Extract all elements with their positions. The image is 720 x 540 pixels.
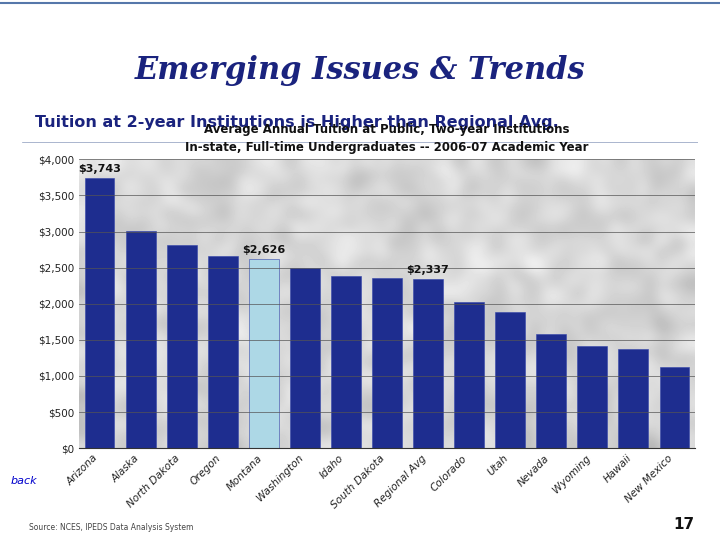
Bar (536, 334, 566, 448)
Bar (454, 302, 484, 448)
Bar (126, 231, 156, 448)
Bar (331, 276, 361, 448)
Bar (618, 349, 648, 448)
Title: Average Annual Tuition at Public, Two-year Institutions
In-state, Full-time Unde: Average Annual Tuition at Public, Two-ye… (185, 123, 589, 154)
Bar (577, 346, 607, 448)
Bar (249, 259, 279, 448)
Text: 17: 17 (674, 517, 695, 532)
Text: back: back (11, 476, 37, 486)
Bar (372, 278, 402, 448)
Text: MONTANA UNIVERSITY SYSTEM: MONTANA UNIVERSITY SYSTEM (202, 15, 461, 30)
Bar (208, 256, 238, 448)
Text: $2,626: $2,626 (242, 245, 286, 254)
Bar (167, 245, 197, 448)
Text: Emerging Issues & Trends: Emerging Issues & Trends (135, 55, 585, 86)
Text: $3,743: $3,743 (78, 164, 121, 174)
Bar (495, 313, 525, 448)
Text: $2,337: $2,337 (407, 266, 449, 275)
Bar (85, 178, 114, 448)
Text: Tuition at 2-year Institutions is Higher than Regional Avg.: Tuition at 2-year Institutions is Higher… (35, 116, 559, 130)
Text: Source: NCES, IPEDS Data Analysis System: Source: NCES, IPEDS Data Analysis System (29, 523, 193, 532)
Bar (413, 279, 443, 448)
Bar (290, 268, 320, 448)
Bar (660, 367, 689, 448)
